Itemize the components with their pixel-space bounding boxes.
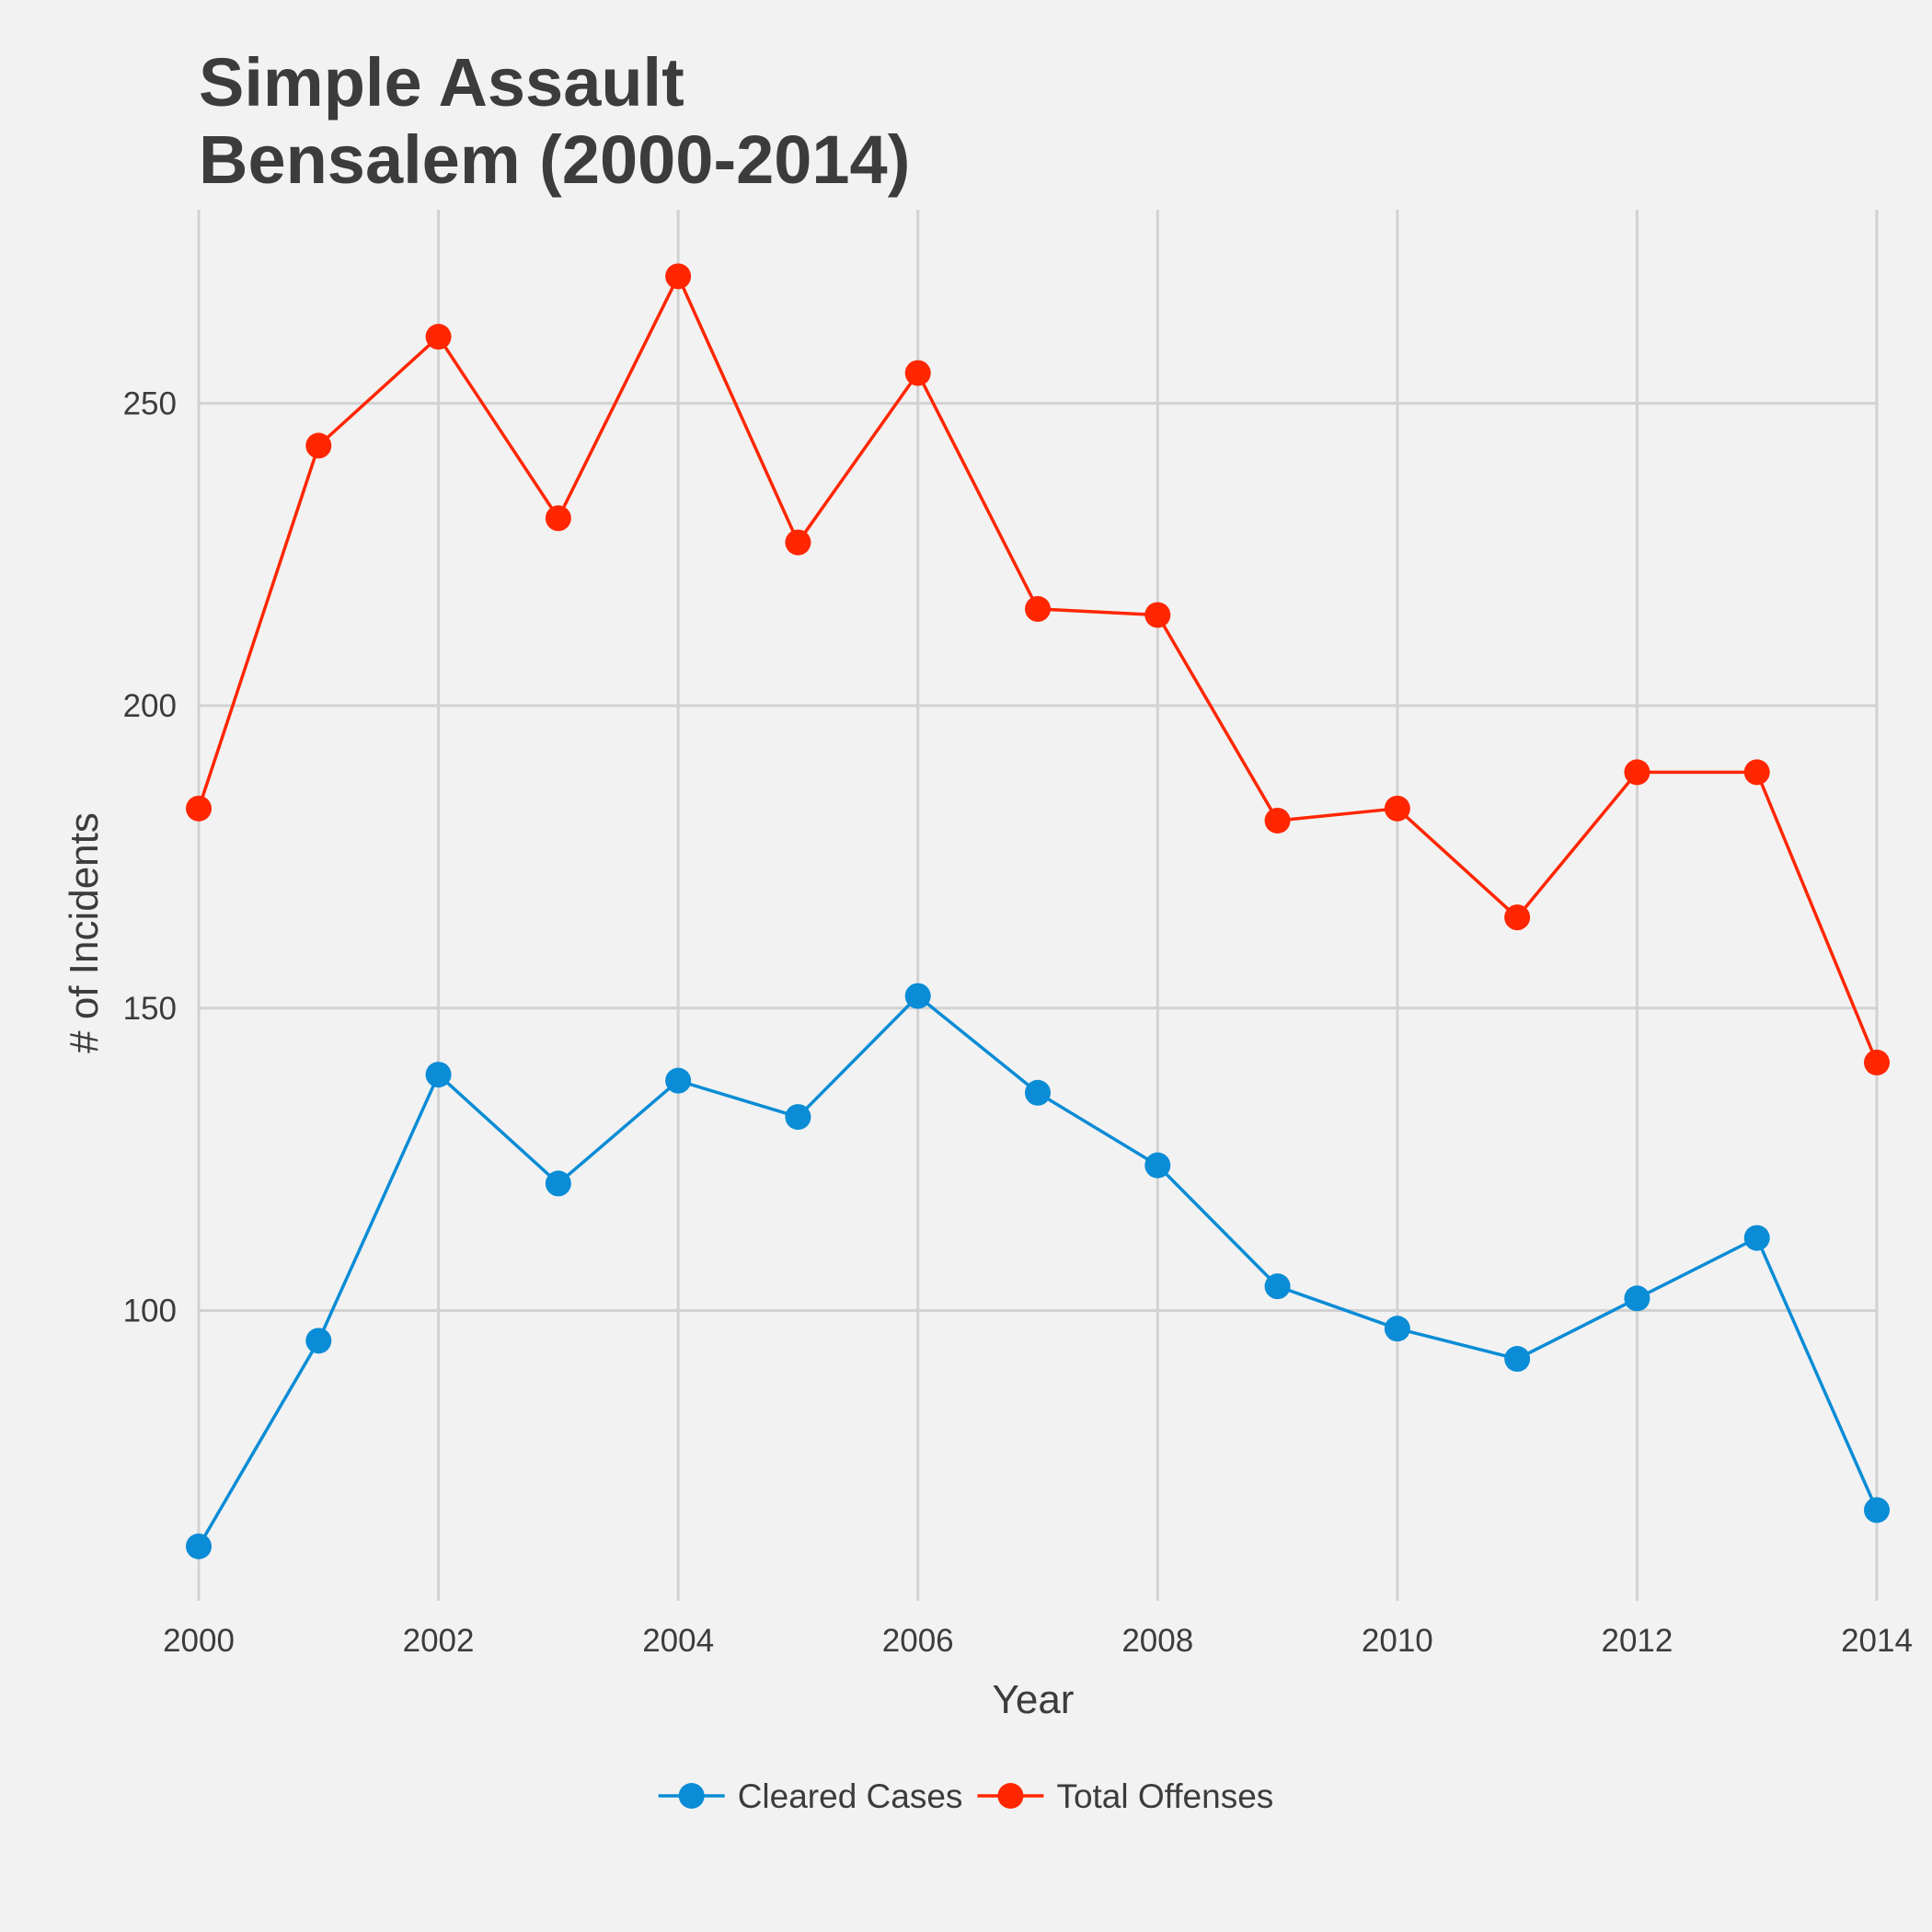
legend-item: Cleared Cases bbox=[658, 1777, 963, 1815]
data-point bbox=[1504, 1346, 1531, 1373]
data-point bbox=[1025, 1079, 1051, 1106]
data-point bbox=[425, 1062, 452, 1088]
x-tick-label: 2002 bbox=[403, 1623, 475, 1659]
data-point bbox=[305, 1328, 332, 1354]
data-point bbox=[1864, 1497, 1890, 1524]
x-tick-label: 2008 bbox=[1121, 1623, 1193, 1659]
series-line bbox=[197, 274, 1879, 1064]
data-point bbox=[1144, 602, 1171, 628]
data-point bbox=[1025, 595, 1051, 622]
x-tick-label: 2012 bbox=[1601, 1623, 1673, 1659]
data-point bbox=[1624, 759, 1650, 786]
data-point bbox=[1384, 1316, 1410, 1342]
y-tick-label: 200 bbox=[123, 688, 177, 724]
data-point bbox=[1624, 1285, 1650, 1312]
data-point bbox=[904, 983, 931, 1009]
y-tick-label: 250 bbox=[123, 385, 177, 421]
data-point bbox=[425, 324, 452, 351]
series bbox=[186, 263, 1890, 1559]
data-point bbox=[1384, 795, 1410, 822]
legend-label: Total Offenses bbox=[1056, 1777, 1273, 1815]
data-point bbox=[305, 432, 332, 459]
data-point bbox=[1864, 1049, 1890, 1075]
axes: 2000 2002 2004 2006 2008 2010 2012 2014 100 150 20… bbox=[62, 385, 1913, 1722]
data-point bbox=[1264, 807, 1291, 834]
x-tick-label: 2006 bbox=[882, 1623, 954, 1659]
x-tick-label: 2000 bbox=[163, 1623, 235, 1659]
x-tick-label: 2010 bbox=[1362, 1623, 1433, 1659]
data-point bbox=[904, 360, 931, 386]
x-tick-label: 2004 bbox=[642, 1623, 714, 1659]
data-point bbox=[1144, 1152, 1171, 1179]
x-tick-label: 2014 bbox=[1841, 1623, 1913, 1659]
x-axis-label: Year bbox=[993, 1677, 1075, 1722]
chart-title-line: Bensalem (2000-2014) bbox=[199, 121, 910, 198]
data-point bbox=[785, 529, 811, 556]
series-total-offenses bbox=[186, 263, 1890, 1075]
y-tick-label: 100 bbox=[123, 1293, 177, 1328]
legend: Cleared Cases Total Offenses bbox=[658, 1777, 1273, 1815]
y-axis-label: # of Incidents bbox=[62, 812, 107, 1053]
chart-title-line: Simple Assault bbox=[199, 44, 684, 121]
data-point bbox=[1264, 1273, 1291, 1300]
data-point bbox=[545, 505, 571, 532]
legend-item: Total Offenses bbox=[977, 1777, 1273, 1815]
legend-label: Cleared Cases bbox=[738, 1777, 963, 1815]
series-cleared-cases bbox=[186, 983, 1890, 1559]
data-point bbox=[1743, 1225, 1770, 1251]
data-point bbox=[545, 1170, 571, 1197]
data-point bbox=[785, 1104, 811, 1131]
data-point bbox=[665, 1067, 692, 1094]
data-point bbox=[1504, 904, 1531, 931]
grid bbox=[197, 210, 1879, 1601]
data-point bbox=[665, 263, 692, 290]
legend-key-point bbox=[678, 1783, 705, 1809]
legend-key-point bbox=[997, 1783, 1024, 1809]
data-point bbox=[186, 1533, 212, 1559]
data-point bbox=[186, 795, 212, 822]
y-tick-label: 150 bbox=[123, 991, 177, 1027]
data-point bbox=[1743, 759, 1770, 786]
